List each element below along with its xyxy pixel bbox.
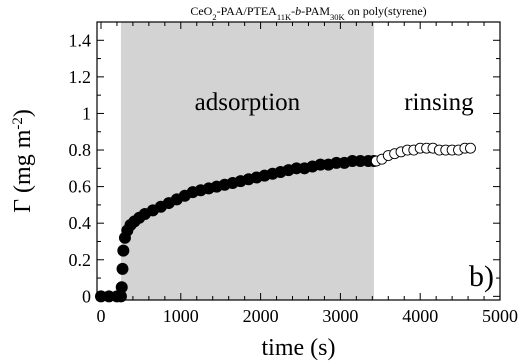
title-part: 2: [212, 12, 216, 22]
rinsing-data-point: [465, 142, 476, 154]
y-tick-label: 0: [82, 286, 91, 306]
x-tick-label: 5000: [482, 306, 518, 326]
plot-frame: [96, 21, 501, 301]
y-title-part: -2: [10, 117, 26, 130]
title-part: 30K: [330, 12, 346, 22]
x-tick-label: 3000: [322, 306, 358, 326]
x-tick-label: 2000: [243, 306, 279, 326]
tick-marks: [97, 22, 501, 300]
y-tick-label: 1: [82, 103, 91, 123]
data-series: [94, 142, 476, 303]
title-part: on poly(styrene): [345, 4, 427, 18]
title-part: -PAM: [301, 4, 330, 18]
x-tick-label: 0: [96, 306, 105, 326]
title-part: 11K: [277, 12, 292, 22]
title-part: -PAA/PTEA: [217, 4, 278, 18]
tick-labels: 0 1000 2000 3000 4000 5000 0 0.2 0.4 0.6 0.8 1 1.2 1.…: [69, 30, 519, 326]
rinsing-label: rinsing: [404, 89, 474, 116]
y-tick-label: 0.6: [69, 177, 92, 197]
title-part: -: [291, 4, 295, 18]
panel-label: b): [469, 260, 494, 293]
y-axis-title: Γ (mg m-2): [10, 109, 36, 213]
y-tick-label: 1.2: [69, 67, 92, 87]
adsorption-data-point: [116, 262, 129, 275]
adsorption-label: adsorption: [195, 89, 301, 116]
y-title-part: Γ (mg m: [10, 129, 36, 213]
adsorption-data-point: [117, 244, 130, 257]
y-tick-label: 0.4: [69, 213, 92, 233]
title-part: b: [295, 4, 301, 18]
x-axis-title: time (s): [262, 335, 336, 361]
title-part: CeO: [190, 4, 212, 18]
adsorption-data-point: [115, 281, 128, 294]
y-tick-label: 1.4: [69, 30, 92, 50]
adsorption-data-point: [114, 290, 127, 303]
y-tick-label: 0.2: [69, 250, 92, 270]
x-tick-label: 1000: [163, 306, 199, 326]
chart-title: CeO2-PAA/PTEA11K-b-PAM30K on poly(styren…: [190, 4, 426, 22]
y-tick-label: 0.8: [69, 140, 92, 160]
y-title-part: ): [10, 109, 36, 117]
x-tick-label: 4000: [402, 306, 438, 326]
